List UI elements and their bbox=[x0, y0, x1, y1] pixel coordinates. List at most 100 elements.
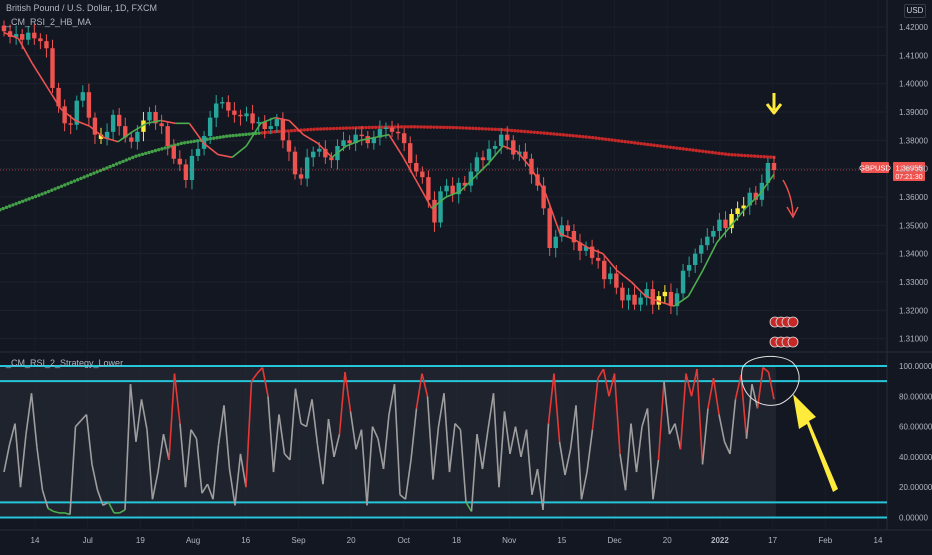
rsi-line-segment bbox=[119, 509, 126, 514]
long-ma-dot bbox=[101, 167, 106, 171]
long-ma-dot bbox=[600, 137, 605, 141]
ma-line-segment bbox=[730, 207, 747, 226]
candle-body bbox=[377, 129, 383, 138]
price-tick-label: 1.35000 bbox=[899, 221, 928, 230]
rsi-line-segment bbox=[36, 447, 44, 491]
long-ma-dot bbox=[121, 159, 125, 164]
long-ma-dot bbox=[584, 135, 588, 139]
rsi-line-segment bbox=[487, 393, 495, 430]
candle-body bbox=[159, 123, 164, 127]
ma-line-segment bbox=[360, 136, 375, 142]
candle-body bbox=[62, 106, 67, 124]
long-ma-dot bbox=[150, 149, 154, 154]
rsi-line-segment bbox=[267, 396, 275, 473]
long-ma-dot bbox=[467, 126, 472, 130]
ma-line-segment bbox=[645, 295, 661, 303]
rsi-line-segment bbox=[498, 411, 506, 488]
candle-body bbox=[311, 151, 316, 158]
rsi-line-segment bbox=[388, 384, 396, 415]
long-ma-dot bbox=[98, 168, 103, 173]
long-ma-dot bbox=[221, 135, 226, 139]
rsi-line-segment bbox=[355, 429, 363, 450]
rsi-line-segment bbox=[476, 434, 484, 470]
rsi-line-segment bbox=[580, 471, 588, 500]
ma-line-segment bbox=[687, 270, 704, 297]
price-tick-label: 1.37000 bbox=[899, 165, 928, 174]
long-ma-dot bbox=[234, 133, 239, 137]
long-ma-dot bbox=[302, 128, 307, 132]
long-ma-dot bbox=[691, 148, 695, 152]
ma-line-segment bbox=[17, 37, 34, 65]
candle-body bbox=[529, 158, 534, 175]
ma-line-segment bbox=[488, 145, 504, 164]
long-ma-dot bbox=[30, 195, 35, 200]
long-ma-dot bbox=[267, 130, 271, 134]
ma-line-segment bbox=[673, 295, 689, 307]
long-ma-dot bbox=[480, 127, 485, 131]
long-ma-dot bbox=[454, 125, 459, 130]
long-ma-dot bbox=[406, 125, 410, 129]
rsi-line-segment bbox=[300, 422, 307, 428]
long-ma-dot bbox=[331, 126, 336, 131]
rsi-line-segment bbox=[19, 434, 27, 488]
long-ma-dot bbox=[105, 166, 109, 170]
long-ma-dot bbox=[351, 126, 355, 130]
ma-line-segment bbox=[701, 241, 718, 272]
rsi-line-segment bbox=[690, 368, 698, 397]
rsi-line-segment bbox=[85, 414, 93, 465]
rsi-line-segment bbox=[283, 453, 291, 461]
ma-line-segment bbox=[117, 131, 133, 143]
candle-body bbox=[244, 113, 249, 117]
long-ma-dot bbox=[471, 126, 475, 131]
rsi-line-segment bbox=[767, 371, 775, 400]
candle-body bbox=[50, 48, 55, 88]
long-ma-dot bbox=[85, 174, 90, 178]
time-tick-label: 17 bbox=[768, 536, 777, 545]
rsi-line-segment bbox=[41, 489, 49, 509]
rsi-line-segment bbox=[289, 388, 297, 460]
long-ma-dot bbox=[257, 131, 261, 135]
candle-body bbox=[329, 157, 334, 161]
rsi-tick-label: 60.00000 bbox=[899, 423, 932, 432]
currency-button[interactable]: USD bbox=[904, 4, 926, 18]
candle-body bbox=[232, 110, 237, 115]
long-ma-dot bbox=[224, 134, 229, 138]
long-ma-dot bbox=[27, 197, 31, 201]
candle-body bbox=[444, 185, 449, 192]
candle-body bbox=[608, 273, 613, 280]
candle-body bbox=[183, 164, 189, 180]
rsi-line-segment bbox=[338, 372, 346, 435]
candle-body bbox=[505, 134, 510, 141]
candle-body bbox=[98, 134, 104, 139]
rsi-line-segment bbox=[586, 429, 594, 473]
long-ma-dot bbox=[590, 135, 595, 140]
long-ma-dot bbox=[697, 149, 702, 153]
rsi-tick-label: 20.00000 bbox=[899, 483, 932, 492]
long-ma-dot bbox=[445, 125, 449, 130]
long-ma-dot bbox=[526, 130, 530, 134]
rsi-line-segment bbox=[239, 453, 247, 488]
long-ma-dot bbox=[212, 136, 216, 140]
long-ma-dot bbox=[545, 131, 550, 136]
long-ma-dot bbox=[137, 153, 141, 157]
long-ma-dot bbox=[237, 133, 242, 137]
long-ma-dot bbox=[636, 141, 640, 145]
rsi-line-segment bbox=[404, 459, 412, 500]
rsi-line-segment bbox=[360, 429, 368, 506]
long-ma-dot bbox=[723, 152, 728, 156]
rsi-line-segment bbox=[25, 393, 33, 435]
candle-body bbox=[304, 157, 310, 179]
rsi-line-segment bbox=[459, 429, 467, 503]
candle-body bbox=[541, 185, 546, 209]
candle-body bbox=[371, 137, 377, 144]
candle-body bbox=[256, 121, 261, 124]
rsi-line-segment bbox=[234, 453, 242, 506]
yellow-up-arrow bbox=[793, 394, 838, 492]
long-ma-dot bbox=[458, 126, 462, 130]
rsi-line-segment bbox=[525, 429, 533, 495]
long-ma-dot bbox=[341, 126, 345, 130]
candle-body bbox=[153, 112, 158, 124]
ma-line-segment bbox=[445, 190, 461, 198]
